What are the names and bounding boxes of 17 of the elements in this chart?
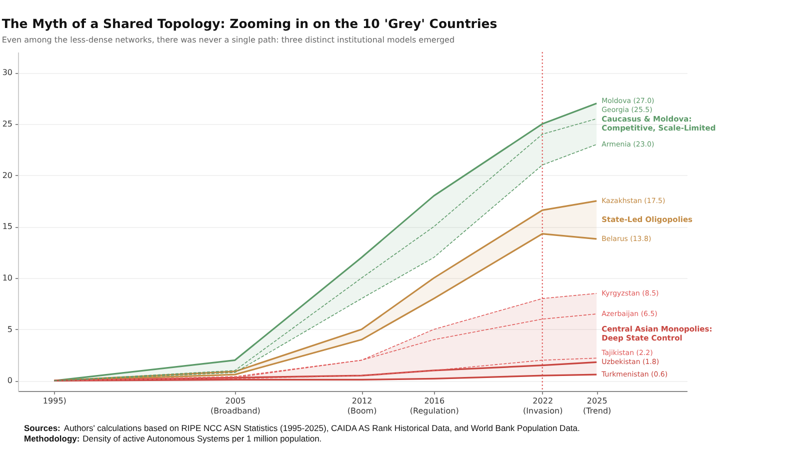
- x-tick-label: 2012 (Boom): [347, 396, 377, 416]
- source-note: Sources: Authors' calculations based on RIPE NCC ASN Statistics (1995-2025), CAIDA AS Rank Historical Data, and World Bank Population Data.: [24, 423, 580, 433]
- y-tick-label: 25: [2, 119, 12, 128]
- x-tick-label: 2005 (Broadband): [210, 396, 260, 416]
- x-tick-label: 2016 (Regulation): [410, 396, 459, 416]
- y-tick-label: 0: [7, 376, 12, 386]
- chart-subtitle: Even among the less-dense networks, there was never a single path: three distinct institutional models emerged: [2, 36, 455, 44]
- x-tick-label: 1995): [42, 396, 66, 406]
- text: Methodology: Density of active Autonomous Systems per 1 million population.: [24, 434, 322, 444]
- y-tick-label: 20: [2, 170, 12, 180]
- y-tick-label: 30: [2, 68, 12, 78]
- y-tick-label: 10: [2, 274, 12, 282]
- x-tick-label: 2025 (Trend): [583, 396, 612, 416]
- y-tick-label: 15: [2, 222, 12, 232]
- y-tick-label: 5: [7, 324, 12, 334]
- x-tick-label: 2022 (Invasion): [523, 396, 563, 416]
- chart-title: The Myth of a Shared Topology: Zooming in on the 10 'Grey' Countries: [2, 16, 498, 31]
